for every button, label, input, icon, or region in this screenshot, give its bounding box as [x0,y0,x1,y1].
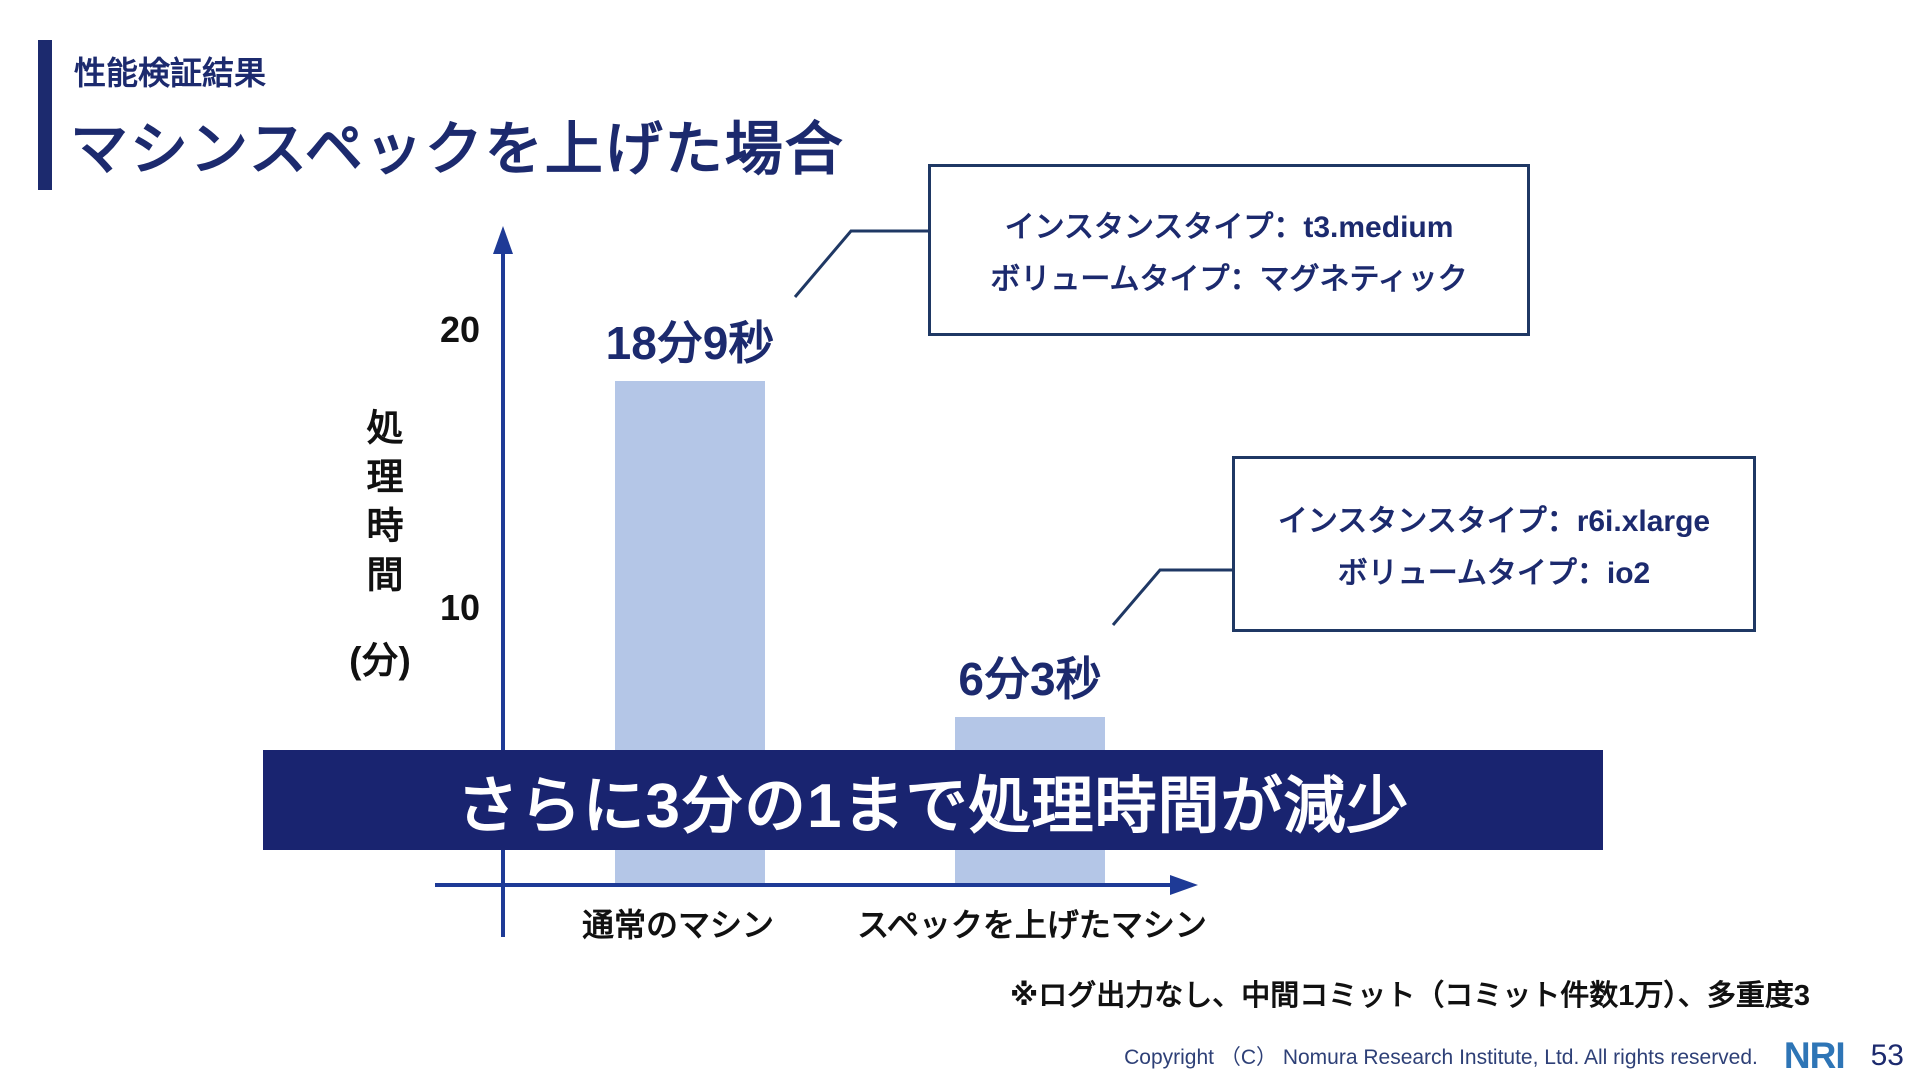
bar-value-label-upgraded: 6分3秒 [958,653,1102,705]
x-category-label-upgraded: スペックを上げたマシン [857,907,1207,943]
callout-instance-type: インスタンスタイプ：t3.medium [1004,211,1454,244]
y-axis-arrow-icon [493,226,513,254]
footnote: ※ログ出力なし、中間コミット（コミット件数1万）、多重度3 [1010,980,1810,1012]
callout-volume-type: ボリュームタイプ：マグネティック [990,263,1468,296]
callout-t3-medium: インスタンスタイプ：t3.medium ボリュームタイプ：マグネティック [928,164,1530,336]
y-axis-label: 処理時間 [361,408,402,604]
slide-kicker: 性能検証結果 [74,55,267,91]
x-category-label-normal: 通常のマシン [581,907,774,943]
y-tick-20: 20 [439,309,480,350]
y-axis-unit-label: (分) [349,640,411,681]
title-accent-bar [38,40,52,190]
callout-r6i-xlarge: インスタンスタイプ：r6i.xlarge ボリュームタイプ：io2 [1232,456,1756,632]
nri-logo: NRI [1783,1035,1846,1076]
footer: Copyright （C） Nomura Research Institute,… [1124,1036,1904,1076]
y-tick-10: 10 [439,586,480,628]
x-axis-arrow-icon [1170,875,1198,895]
bar-value-label-normal: 18分9秒 [605,317,775,369]
conclusion-banner: さらに3分の1まで処理時間が減少 [263,750,1603,850]
callout-2-leader-line [1111,568,1233,626]
copyright-text: Copyright （C） Nomura Research Institute,… [1124,1046,1758,1069]
callout-1-leader-line [793,229,930,298]
page-number: 53 [1870,1039,1904,1072]
page-title: マシンスペックを上げた場合 [70,117,845,182]
callout-volume-type: ボリュームタイプ：io2 [1337,557,1651,590]
callout-instance-type: インスタンスタイプ：r6i.xlarge [1277,505,1711,538]
